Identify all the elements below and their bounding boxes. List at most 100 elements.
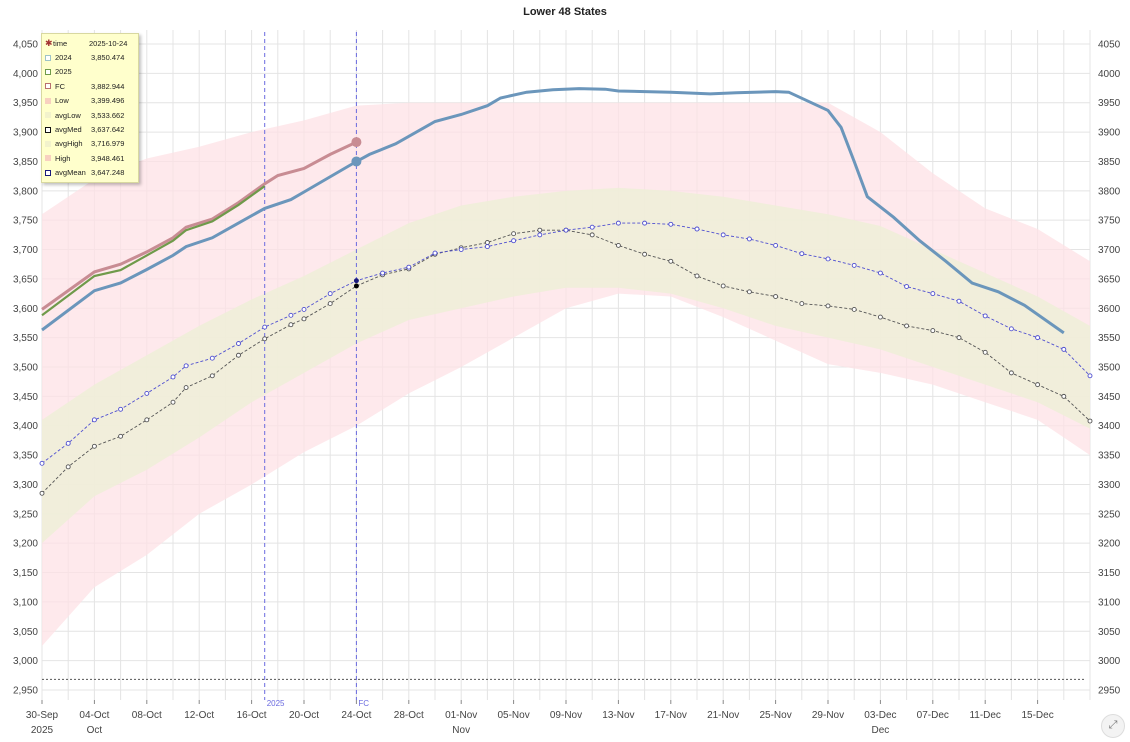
y-tick-label-right: 3550: [1098, 333, 1121, 344]
point-avgMed: [170, 399, 176, 405]
legend-swatch: [45, 169, 51, 176]
series-line-FC: [41, 140, 358, 311]
series-lines: [39, 87, 1093, 496]
point-avgMean: [904, 284, 910, 289]
y-tick-label-left: 2,950: [13, 686, 38, 697]
x-tick-label: 13-Nov: [602, 710, 634, 721]
legend-label: avgMean: [55, 168, 86, 178]
legend-swatch: [45, 112, 51, 119]
point-avgMean: [537, 232, 543, 238]
point-avgMean: [65, 440, 71, 446]
point-avgMean: [458, 247, 464, 252]
series-line-2025: [41, 185, 266, 317]
point-avgMed: [301, 316, 307, 322]
legend-value: 3,637.642: [91, 125, 125, 135]
x-tick-label: 11-Dec: [969, 710, 1001, 721]
x-tick-label: 15-Dec: [1021, 710, 1053, 721]
point-avgMed: [118, 433, 124, 439]
point-avgMean: [183, 363, 189, 369]
legend-swatch: [45, 126, 51, 133]
legend-entry-avgHigh: avgHigh 3,716.979: [45, 137, 135, 151]
point-avgMed: [144, 417, 150, 423]
point-avgMed: [262, 336, 268, 342]
point-avgMean: [720, 232, 726, 238]
point-avgMed: [209, 373, 215, 379]
point-avgMed: [1035, 382, 1041, 388]
x-tick-label: 04-Oct: [79, 710, 109, 721]
legend-swatch: [45, 97, 51, 104]
point-avgMean: [1008, 326, 1014, 332]
legend-label: Low: [55, 96, 69, 106]
point-avgMed: [642, 251, 648, 257]
y-tick-label-right: 3700: [1098, 245, 1121, 256]
y-tick-label-left: 3,100: [13, 597, 38, 608]
series-2024-marker: [351, 156, 362, 167]
point-avgMed: [773, 294, 779, 299]
point-avgMed: [877, 314, 883, 320]
point-avgMean: [668, 221, 674, 227]
legend-entry-avgLow: avgLow 3,533.662: [45, 108, 135, 122]
y-tick-label-right: 3100: [1098, 597, 1121, 608]
point-avgMed: [39, 490, 45, 496]
point-avgMed: [720, 283, 726, 289]
vertical-marker-label: 2025: [267, 699, 285, 708]
y-tick-label-right: 3650: [1098, 274, 1121, 285]
avgmed-marker: [354, 283, 359, 289]
x-secondary-label: Nov: [452, 725, 470, 736]
legend-label: avgMed: [55, 125, 82, 135]
bands: [42, 102, 1090, 646]
y-tick-label-right: 3750: [1098, 216, 1121, 227]
y-tick-label-left: 3,500: [13, 363, 38, 374]
point-avgMean: [262, 324, 268, 330]
y-tick-label-right: 3400: [1098, 421, 1121, 432]
pin-icon: ✱: [45, 38, 53, 49]
y-tick-label-left: 3,800: [13, 186, 38, 197]
x-secondary-label: Oct: [87, 725, 103, 736]
fc-endpoint-marker: [351, 137, 362, 148]
y-tick-label-right: 3850: [1098, 157, 1121, 168]
legend-swatch: [45, 140, 51, 147]
x-tick-label: 17-Nov: [655, 710, 687, 721]
chart-title: Lower 48 States: [523, 6, 607, 18]
y-tick-label-left: 3,900: [13, 128, 38, 139]
x-tick-label: 16-Oct: [237, 710, 267, 721]
y-tick-label-left: 3,200: [13, 539, 38, 550]
point-avgMean: [406, 264, 412, 270]
x-secondary-label: Dec: [872, 725, 890, 736]
point-avgMean: [209, 355, 215, 361]
y-tick-label-right: 3250: [1098, 509, 1121, 520]
x-tick-label: 21-Nov: [707, 710, 739, 721]
point-avgMean: [1061, 346, 1067, 352]
y-tick-label-right: 3450: [1098, 392, 1121, 403]
point-avgMean: [380, 270, 386, 276]
legend-label: FC: [55, 81, 65, 91]
x-secondary-label: 2025: [31, 725, 54, 736]
y-tick-label-left: 3,850: [13, 157, 38, 168]
point-avgMed: [1008, 370, 1014, 376]
point-avgMean: [982, 313, 988, 319]
x-tick-label: 25-Nov: [759, 710, 791, 721]
legend-label: time: [53, 38, 68, 48]
y-tick-label-right: 3200: [1098, 539, 1121, 550]
axes: 2,950 2950 3,000 3000 3,050 3050 3,100 3100 3,15…: [13, 40, 1121, 737]
expand-icon: ⤢: [1108, 719, 1118, 731]
point-avgMed: [183, 385, 189, 391]
point-avgMed: [484, 240, 490, 245]
legend-swatch: [45, 155, 51, 162]
x-tick-label: 29-Nov: [812, 710, 844, 721]
point-avgMean: [170, 374, 176, 380]
point-avgMean: [930, 291, 936, 297]
legend-value: 3,533.662: [91, 110, 125, 120]
vertical-marker-label: FC: [358, 699, 369, 708]
expand-button[interactable]: ⤢: [1101, 714, 1125, 738]
point-avgMed: [511, 231, 517, 237]
y-tick-label-left: 3,700: [13, 245, 38, 256]
legend-label: 2024: [55, 53, 72, 63]
band-avgLow-avgHigh: [42, 187, 1090, 544]
legend: ✱ time 2025-10-24 2024 3,850.474 2025 FC 3,882.…: [41, 33, 139, 183]
y-tick-label-right: 2950: [1098, 686, 1121, 697]
y-tick-label-right: 3600: [1098, 304, 1121, 315]
y-tick-label-left: 3,250: [13, 509, 38, 520]
legend-entry-Low: Low 3,399.496: [45, 94, 135, 108]
point-avgMean: [694, 226, 700, 232]
